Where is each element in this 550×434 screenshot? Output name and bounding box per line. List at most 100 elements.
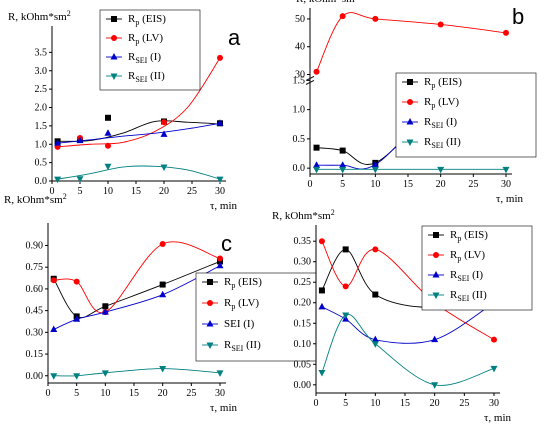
y-axis-label: R, kOhm*sm2 — [296, 0, 359, 5]
y-tick-label: 0.35 — [294, 236, 312, 247]
series-curve — [53, 260, 221, 318]
legend-marker — [433, 252, 439, 258]
legend-label: RSEI (II) — [224, 339, 261, 353]
legend-marker — [432, 292, 440, 299]
x-tick-label: 30 — [215, 388, 225, 399]
x-tick-label: 20 — [430, 398, 440, 409]
x-tick-label: 5 — [340, 179, 345, 190]
y-axis-label: R, kOhm*sm2 — [4, 192, 67, 206]
data-point — [503, 29, 509, 36]
data-point — [339, 13, 346, 20]
data-point — [101, 370, 109, 377]
data-point — [216, 176, 224, 184]
y-tick-label: 2.0 — [35, 103, 48, 114]
x-tick-label: 25 — [459, 398, 469, 409]
legend-marker — [110, 53, 118, 60]
x-tick-label: 15 — [403, 179, 413, 190]
y-tick-label: 0.5 — [35, 158, 48, 169]
panel-c: 0 5 10 15 20 25 30 0.00 0.15 0.30 0.45 0.60 0.75 0.90… — [4, 192, 317, 414]
legend-marker — [111, 35, 117, 41]
y-tick-label: 0.0 — [293, 163, 306, 174]
panel-d: 0 5 10 15 20 25 30 0.00 0.05 0.10 0.15 0.20 0.25 0.30… — [272, 208, 533, 424]
x-tick-label: 5 — [343, 398, 348, 409]
x-tick-label: 10 — [100, 388, 110, 399]
data-point — [216, 370, 224, 377]
x-tick-label: 10 — [370, 179, 380, 190]
y-tick-label: 40 — [295, 42, 305, 53]
x-axis-label: τ, min — [210, 200, 238, 212]
data-point — [339, 161, 347, 168]
data-point — [339, 147, 346, 154]
data-point — [76, 176, 84, 183]
data-point — [216, 261, 224, 269]
y-tick-label: 0.60 — [26, 284, 44, 295]
legend-marker — [206, 342, 214, 349]
legend-marker — [407, 99, 413, 105]
y-tick-label: 3.5 — [35, 47, 48, 58]
data-point — [159, 241, 166, 248]
data-point — [371, 335, 379, 343]
data-point — [216, 119, 224, 126]
legend-label: RSEI (II) — [128, 70, 165, 84]
series-curve — [57, 57, 221, 148]
x-tick-label: 20 — [158, 388, 168, 399]
panel-letter: a — [228, 25, 241, 50]
data-point — [50, 277, 57, 284]
y-tick-label: 0.00 — [294, 380, 312, 391]
data-point — [371, 341, 379, 348]
x-tick-label: 5 — [74, 388, 79, 399]
legend-marker — [207, 279, 213, 285]
legend-marker — [111, 16, 117, 22]
y-tick-label: 0.10 — [294, 339, 312, 350]
data-point — [217, 54, 223, 61]
data-point — [50, 373, 58, 380]
x-tick-label: 20 — [436, 179, 446, 190]
data-point — [342, 246, 349, 253]
data-point — [76, 136, 84, 144]
y-tick-label: 0.30 — [294, 257, 312, 268]
y-tick-label: 1.5 — [293, 75, 306, 86]
legend-box — [421, 225, 533, 311]
series-curve — [57, 165, 221, 180]
data-point — [160, 130, 168, 137]
y-axis-label: R, kOhm*sm2 — [272, 208, 335, 222]
legend-label: Rp (LV) — [424, 96, 459, 110]
legend-label: Rp (EIS) — [224, 276, 262, 290]
y-tick-label: 0.05 — [294, 359, 312, 370]
axis-break-mark — [305, 79, 315, 85]
legend-label: Rp (LV) — [128, 32, 163, 46]
legend-label: RSEI (II) — [424, 136, 461, 150]
data-point — [313, 68, 320, 75]
x-tick-label: 0 — [50, 186, 55, 197]
series-curve — [57, 122, 221, 144]
legend-marker — [433, 232, 439, 238]
data-point — [313, 166, 321, 174]
data-point — [372, 291, 379, 298]
data-point — [73, 278, 80, 285]
x-tick-label: 0 — [314, 398, 319, 409]
legend-label: Rp (LV) — [450, 249, 485, 263]
y-tick-label: 50 — [295, 14, 305, 25]
x-tick-label: 15 — [129, 388, 139, 399]
data-point — [339, 166, 347, 174]
legend-box — [195, 272, 317, 362]
y-tick-label: 0.30 — [26, 327, 44, 338]
x-tick-label: 25 — [186, 388, 196, 399]
data-point — [104, 129, 112, 136]
legend-label: Rp (LV) — [224, 297, 259, 311]
legend-label: RSEI (I) — [128, 51, 161, 65]
legend-marker — [206, 320, 214, 327]
data-point — [105, 142, 111, 149]
data-point — [217, 255, 223, 262]
data-point — [502, 166, 510, 174]
y-tick-label: 0.0 — [35, 176, 48, 187]
data-point — [318, 238, 325, 245]
panel-a: 0 5 10 15 20 25 30 0.0 0.5 1.0 1.5 2.0 2.5 3.0 3.5 R, k… — [8, 9, 241, 212]
data-point — [50, 325, 58, 332]
legend-marker — [406, 118, 414, 125]
y-tick-label: 0.15 — [294, 318, 312, 329]
data-point — [371, 166, 379, 174]
x-tick-label: 10 — [103, 186, 113, 197]
data-point — [313, 144, 320, 151]
